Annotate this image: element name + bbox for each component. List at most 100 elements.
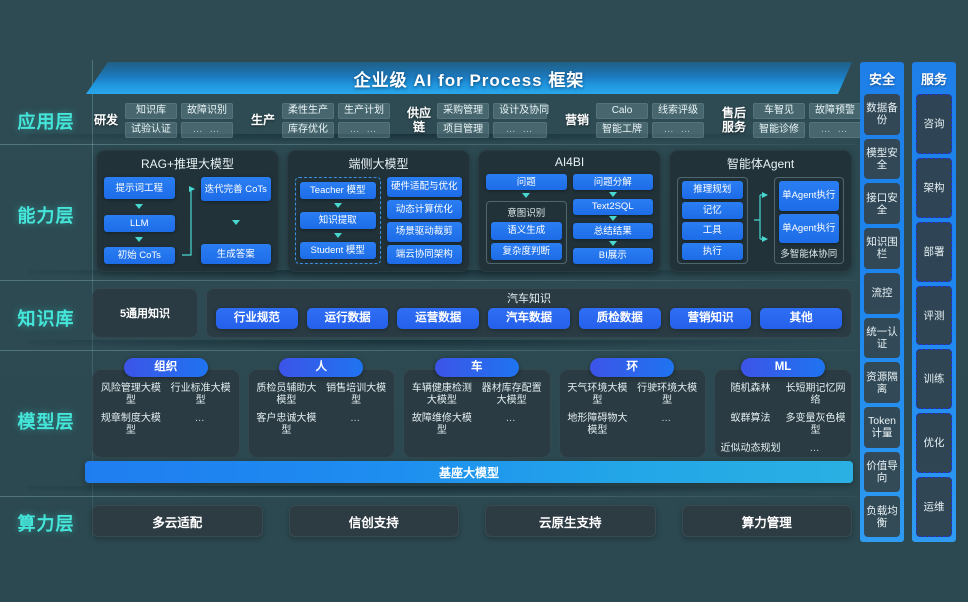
knowledge-chip[interactable]: 行业规范: [216, 308, 298, 329]
compute-chip-cloudnative[interactable]: 云原生支持: [485, 505, 656, 537]
flow-node[interactable]: 提示词工程: [104, 177, 175, 199]
app-chip[interactable]: 故障识别: [181, 102, 233, 119]
agent-node[interactable]: 单Agent执行: [778, 181, 839, 211]
compute-chip-management[interactable]: 算力管理: [681, 505, 852, 537]
flow-node[interactable]: 复杂度判断: [491, 242, 562, 260]
security-rail-item[interactable]: 负载均衡: [864, 496, 900, 538]
security-rail-item[interactable]: 知识围栏: [864, 228, 900, 269]
knowledge-chip[interactable]: 质检数据: [578, 308, 661, 329]
compute-chip-xinchuang[interactable]: 信创支持: [288, 505, 459, 537]
model-item-more[interactable]: …: [194, 413, 207, 424]
model-group-ml[interactable]: ML 随机森林 长短期记忆网络 蚁群算法 多变量灰色模型 近似动态规划 …: [714, 358, 852, 458]
model-item[interactable]: 销售培训大模型: [326, 383, 387, 406]
app-domain-marketing[interactable]: 营销 Calo 线索评级 智能工牌 … …: [563, 102, 704, 138]
app-chip[interactable]: 库存优化: [282, 121, 334, 138]
app-chip[interactable]: 线索评级: [652, 102, 704, 119]
flow-node[interactable]: 总结结果: [572, 223, 653, 240]
flow-node[interactable]: Student 模型: [300, 242, 376, 259]
model-item[interactable]: 随机森林: [730, 383, 771, 394]
compute-chip-multicloud[interactable]: 多云适配: [92, 505, 263, 537]
model-item[interactable]: 地形障碍物大模型: [567, 413, 628, 436]
service-rail-item[interactable]: 训练: [916, 349, 952, 410]
knowledge-general-card[interactable]: 5通用知识: [92, 288, 198, 338]
model-item[interactable]: 风险管理大模型: [100, 383, 161, 406]
app-chip-more[interactable]: … …: [809, 121, 861, 138]
app-domain-supply-chain[interactable]: 供应链 采购管理 设计及协同 项目管理 … …: [406, 102, 549, 138]
security-rail-item[interactable]: 流控: [864, 272, 900, 314]
model-group-organization[interactable]: 组织 风险管理大模型 行业标准大模型 规章制度大模型 …: [92, 358, 240, 458]
model-item-more[interactable]: …: [505, 413, 518, 424]
app-chip[interactable]: 故障预警: [809, 102, 861, 119]
security-rail-item[interactable]: 数据备份: [864, 94, 900, 135]
model-item[interactable]: 客户忠诚大模型: [256, 413, 317, 436]
knowledge-chip[interactable]: 运营数据: [397, 308, 480, 329]
app-chip[interactable]: 柔性生产: [282, 102, 334, 119]
agent-node[interactable]: 单Agent执行: [778, 213, 839, 243]
app-chip-more[interactable]: … …: [338, 121, 390, 138]
security-rail-item[interactable]: Token计量: [864, 406, 900, 448]
app-chip[interactable]: 设计及协同: [493, 102, 549, 119]
flow-node[interactable]: 语义生成: [491, 222, 562, 240]
knowledge-chip[interactable]: 运行数据: [306, 308, 389, 329]
feature-node[interactable]: 硬件适配与优化: [386, 177, 462, 197]
flow-node[interactable]: BI展示: [572, 247, 653, 264]
service-rail-item[interactable]: 优化: [916, 413, 952, 474]
knowledge-chip[interactable]: 其他: [760, 308, 843, 329]
app-chip-more[interactable]: … …: [181, 121, 233, 138]
model-item[interactable]: 故障维修大模型: [411, 413, 472, 436]
knowledge-chip[interactable]: 营销知识: [669, 308, 752, 329]
app-chip[interactable]: 车智见: [753, 102, 805, 119]
service-rail-item[interactable]: 部署: [916, 221, 952, 282]
app-chip[interactable]: 采购管理: [437, 102, 490, 119]
model-item[interactable]: 器材库存配置大模型: [481, 383, 542, 406]
model-item[interactable]: 长短期记忆网络: [785, 383, 846, 406]
app-domain-production[interactable]: 生产 柔性生产 生产计划 库存优化 … …: [249, 102, 390, 138]
security-rail-item[interactable]: 价值导向: [864, 451, 900, 493]
model-item[interactable]: 近似动态规划: [720, 443, 781, 454]
model-item[interactable]: 多变量灰色模型: [785, 413, 846, 436]
flow-node[interactable]: Text2SQL: [572, 198, 653, 215]
model-item-more[interactable]: …: [350, 413, 363, 424]
feature-node[interactable]: 动态计算优化: [386, 199, 462, 219]
model-group-environment[interactable]: 环 天气环境大模型 行驶环境大模型 地形障碍物大模型 …: [558, 358, 706, 458]
capability-card-edge-model[interactable]: 端侧大模型 Teacher 模型 知识提取 Student 模型 硬件适配与优化…: [287, 150, 470, 272]
flow-node[interactable]: 问题: [486, 174, 567, 190]
app-chip[interactable]: 智能诊修: [753, 121, 805, 138]
app-chip-more[interactable]: … …: [652, 121, 704, 138]
model-item[interactable]: 行驶环境大模型: [637, 383, 698, 406]
capability-card-ai4bi[interactable]: AI4BI 问题 意图识别 语义生成 复杂度判断 问题分解 Text2SQL: [478, 150, 661, 272]
flow-node[interactable]: 知识提取: [300, 212, 376, 229]
app-domain-aftersales[interactable]: 售后服务 车智见 故障预警 智能诊修 … …: [720, 102, 861, 138]
app-chip[interactable]: 生产计划: [338, 102, 390, 119]
model-item[interactable]: 天气环境大模型: [567, 383, 628, 406]
agent-capability[interactable]: 记忆: [682, 201, 743, 219]
security-rail-item[interactable]: 接口安全: [864, 183, 900, 225]
model-group-people[interactable]: 人 质检员辅助大模型 销售培训大模型 客户忠诚大模型 …: [247, 358, 395, 458]
feature-node[interactable]: 端云协同架构: [386, 244, 462, 264]
service-rail-item[interactable]: 架构: [916, 157, 952, 218]
service-rail-item[interactable]: 运维: [916, 477, 952, 538]
flow-node[interactable]: 问题分解: [572, 174, 653, 190]
app-chip[interactable]: Calo: [596, 102, 648, 119]
agent-capability[interactable]: 执行: [682, 242, 743, 260]
service-rail-item[interactable]: 评测: [916, 285, 952, 346]
flow-node[interactable]: Teacher 模型: [300, 182, 376, 199]
security-rail-item[interactable]: 统一认证: [864, 317, 900, 359]
security-rail-item[interactable]: 资源隔离: [864, 362, 900, 403]
base-model-bar[interactable]: 基座大模型: [85, 461, 853, 483]
model-item-more[interactable]: …: [809, 443, 822, 454]
app-chip[interactable]: 项目管理: [437, 121, 490, 138]
model-item[interactable]: 行业标准大模型: [170, 383, 231, 406]
app-domain-rd[interactable]: 研发 知识库 故障识别 试验认证 … …: [92, 102, 233, 138]
app-chip-more[interactable]: … …: [493, 121, 547, 138]
model-item[interactable]: 质检员辅助大模型: [256, 383, 317, 406]
model-group-vehicle[interactable]: 车 车辆健康检测大模型 器材库存配置大模型 故障维修大模型 …: [403, 358, 551, 458]
capability-card-agent[interactable]: 智能体Agent 推理规划 记忆 工具 执行 单Agent执行: [669, 150, 852, 272]
flow-node[interactable]: LLM: [104, 214, 175, 232]
flow-node[interactable]: 生成答案: [200, 244, 271, 264]
agent-capability[interactable]: 推理规划: [682, 181, 743, 199]
capability-card-rag[interactable]: RAG+推理大模型 提示词工程 LLM 初始 CoTs 迭代完善 CoTs: [96, 150, 279, 272]
app-chip[interactable]: 知识库: [125, 102, 177, 119]
knowledge-chip[interactable]: 汽车数据: [488, 308, 570, 329]
agent-capability[interactable]: 工具: [682, 222, 743, 240]
